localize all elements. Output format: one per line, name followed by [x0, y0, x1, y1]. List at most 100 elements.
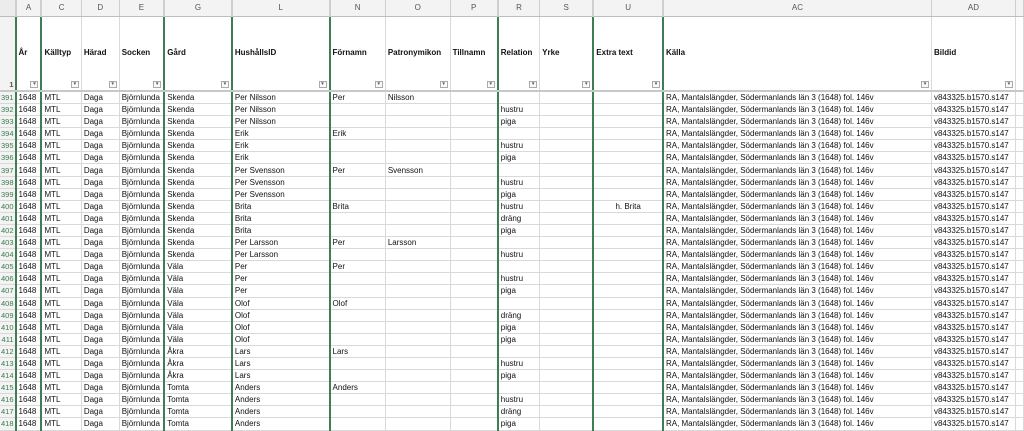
cell[interactable]: RA, Mantalslängder, Södermanlands län 3 …: [661, 115, 932, 129]
cell[interactable]: Anders: [230, 417, 331, 431]
cell[interactable]: [450, 151, 499, 165]
row-number[interactable]: 401: [0, 212, 17, 225]
cell[interactable]: MTL: [40, 284, 82, 298]
cell[interactable]: Björnlunda: [119, 139, 165, 153]
cell[interactable]: [1015, 417, 1024, 431]
cell[interactable]: Björnlunda: [119, 248, 165, 262]
cell[interactable]: 1648: [14, 284, 42, 298]
cell[interactable]: Tomta: [163, 393, 233, 407]
column-header-c[interactable]: C: [40, 0, 82, 17]
cell[interactable]: Anders: [328, 381, 386, 395]
cell[interactable]: [385, 345, 451, 358]
cell[interactable]: [1015, 248, 1024, 262]
cell[interactable]: piga: [496, 333, 541, 346]
cell[interactable]: MTL: [40, 151, 82, 165]
cell[interactable]: RA, Mantalslängder, Södermanlands län 3 …: [661, 163, 932, 177]
cell[interactable]: Björnlunda: [119, 345, 165, 358]
cell[interactable]: [1015, 163, 1024, 177]
cell[interactable]: Björnlunda: [119, 200, 165, 213]
cell[interactable]: v843325.b1570.s147: [931, 115, 1016, 129]
column-header-r[interactable]: R: [496, 0, 541, 17]
cell[interactable]: Erik: [230, 139, 331, 153]
cell[interactable]: RA, Mantalslängder, Södermanlands län 3 …: [661, 212, 932, 225]
cell[interactable]: 1648: [14, 139, 42, 153]
cell[interactable]: 1648: [14, 321, 42, 334]
cell[interactable]: Björnlunda: [119, 321, 165, 334]
select-all-corner[interactable]: [0, 0, 17, 17]
cell[interactable]: [450, 176, 499, 189]
filter-dropdown-icon[interactable]: ▾: [1004, 81, 1013, 88]
cell[interactable]: Daga: [81, 212, 120, 225]
column-header-n[interactable]: N: [328, 0, 386, 17]
cell[interactable]: Skenda: [163, 151, 233, 165]
cell[interactable]: piga: [496, 224, 541, 238]
cell[interactable]: RA, Mantalslängder, Södermanlands län 3 …: [661, 224, 932, 238]
cell[interactable]: dräng: [496, 309, 541, 322]
cell[interactable]: [592, 333, 664, 346]
cell[interactable]: RA, Mantalslängder, Södermanlands län 3 …: [661, 284, 932, 298]
cell[interactable]: 1648: [14, 212, 42, 225]
cell[interactable]: MTL: [40, 260, 82, 274]
cell[interactable]: Anders: [230, 381, 331, 395]
cell[interactable]: [592, 393, 664, 407]
cell[interactable]: [450, 369, 499, 383]
cell[interactable]: Skenda: [163, 103, 233, 117]
cell[interactable]: [592, 417, 664, 431]
row-number[interactable]: 396: [0, 151, 17, 165]
header-cell[interactable]: Källtyp ▾: [40, 16, 82, 92]
cell[interactable]: v843325.b1570.s147: [931, 381, 1016, 395]
cell[interactable]: Daga: [81, 284, 120, 298]
cell[interactable]: 1648: [14, 381, 42, 395]
cell[interactable]: v843325.b1570.s147: [931, 188, 1016, 201]
cell[interactable]: Daga: [81, 357, 120, 371]
cell[interactable]: Björnlunda: [119, 272, 165, 286]
cell[interactable]: [385, 139, 451, 153]
cell[interactable]: [385, 284, 451, 298]
cell[interactable]: Björnlunda: [119, 405, 165, 419]
row-number[interactable]: 406: [0, 272, 17, 286]
row-number[interactable]: 395: [0, 139, 17, 153]
header-cell[interactable]: Förnamn ▾: [328, 16, 386, 92]
cell[interactable]: MTL: [40, 405, 82, 419]
cell[interactable]: [450, 224, 499, 238]
row-number[interactable]: 394: [0, 127, 17, 141]
cell[interactable]: MTL: [40, 212, 82, 225]
column-header-a[interactable]: A: [14, 0, 42, 17]
cell[interactable]: v843325.b1570.s147: [931, 393, 1016, 407]
cell[interactable]: Väla: [163, 321, 233, 334]
cell[interactable]: MTL: [40, 163, 82, 177]
cell[interactable]: [450, 115, 499, 129]
cell[interactable]: Björnlunda: [119, 224, 165, 238]
cell[interactable]: [328, 357, 386, 371]
cell[interactable]: Björnlunda: [119, 381, 165, 395]
cell[interactable]: v843325.b1570.s147: [931, 176, 1016, 189]
cell[interactable]: [539, 163, 594, 177]
cell[interactable]: RA, Mantalslängder, Södermanlands län 3 …: [661, 127, 932, 141]
column-header-u[interactable]: U: [592, 0, 664, 17]
cell[interactable]: piga: [496, 115, 541, 129]
cell[interactable]: 1648: [14, 163, 42, 177]
header-cell[interactable]: Relation ▾: [496, 16, 541, 92]
cell[interactable]: Erik: [230, 127, 331, 141]
cell[interactable]: Björnlunda: [119, 297, 165, 310]
cell[interactable]: [539, 297, 594, 310]
cell[interactable]: [539, 224, 594, 238]
cell[interactable]: Per: [328, 260, 386, 274]
cell[interactable]: [385, 272, 451, 286]
cell[interactable]: Anders: [230, 405, 331, 419]
cell[interactable]: [1015, 369, 1024, 383]
cell[interactable]: Björnlunda: [119, 127, 165, 141]
cell[interactable]: [450, 357, 499, 371]
cell[interactable]: [496, 381, 541, 395]
cell[interactable]: [496, 260, 541, 274]
cell[interactable]: RA, Mantalslängder, Södermanlands län 3 …: [661, 248, 932, 262]
cell[interactable]: [539, 369, 594, 383]
cell[interactable]: 1648: [14, 127, 42, 141]
cell[interactable]: [328, 248, 386, 262]
cell[interactable]: Per Svensson: [230, 163, 331, 177]
cell[interactable]: MTL: [40, 115, 82, 129]
cell[interactable]: [328, 284, 386, 298]
column-header-ac[interactable]: AC: [661, 0, 932, 17]
cell[interactable]: Björnlunda: [119, 188, 165, 201]
header-cell[interactable]: Socken ▾: [119, 16, 165, 92]
